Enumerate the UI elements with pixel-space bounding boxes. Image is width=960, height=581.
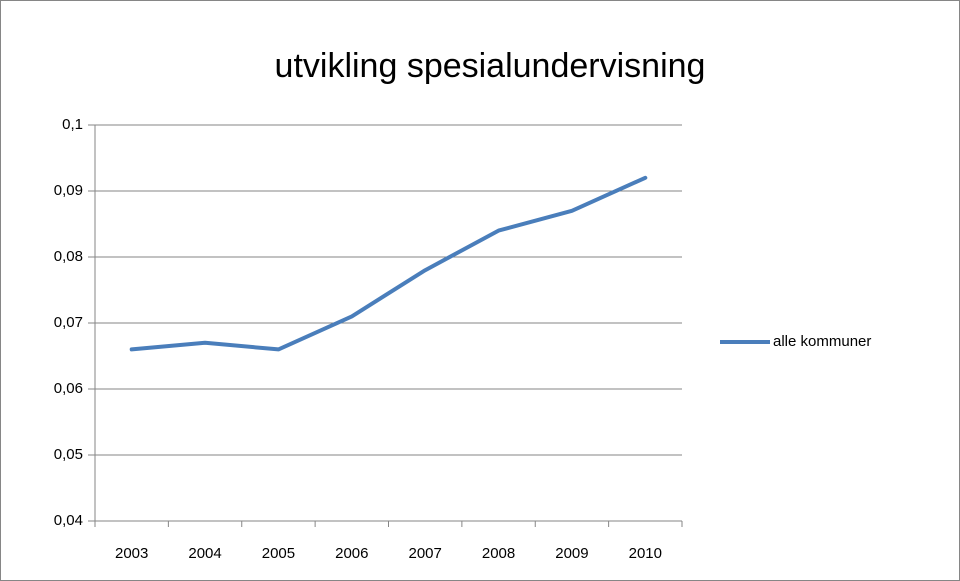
y-tick-label: 0,05 bbox=[54, 446, 83, 463]
y-tick-label: 0,06 bbox=[54, 380, 83, 397]
x-tick-label: 2006 bbox=[335, 545, 368, 562]
x-tick-label: 2009 bbox=[555, 545, 588, 562]
y-tick-label: 0,07 bbox=[54, 314, 83, 331]
y-tick-label: 0,04 bbox=[54, 512, 83, 529]
x-tick-label: 2005 bbox=[262, 545, 295, 562]
x-tick-label: 2008 bbox=[482, 545, 515, 562]
x-tick-label: 2003 bbox=[115, 545, 148, 562]
data-line bbox=[129, 175, 648, 352]
x-tick-label: 2010 bbox=[629, 545, 662, 562]
chart-title: utvikling spesialundervisning bbox=[275, 47, 706, 85]
y-tick-label: 0,09 bbox=[54, 182, 83, 199]
x-tick-label: 2004 bbox=[188, 545, 221, 562]
legend-label: alle kommuner bbox=[773, 333, 871, 350]
x-tick-label: 2007 bbox=[409, 545, 442, 562]
y-tick-label: 0,1 bbox=[62, 116, 83, 133]
y-tick-label: 0,08 bbox=[54, 248, 83, 265]
